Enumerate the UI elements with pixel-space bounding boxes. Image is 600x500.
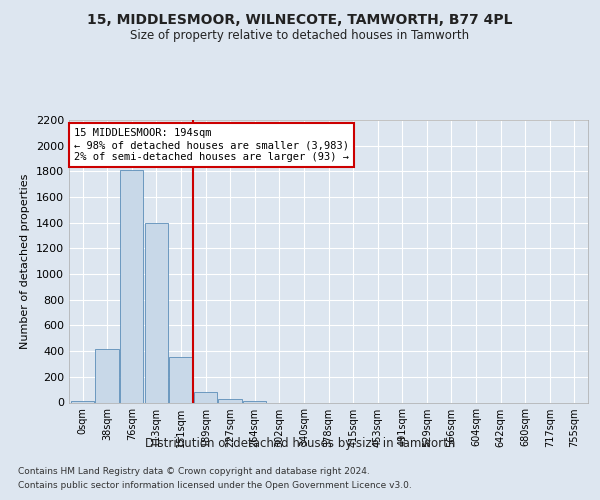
Text: Distribution of detached houses by size in Tamworth: Distribution of detached houses by size … xyxy=(145,438,455,450)
Text: 15, MIDDLESMOOR, WILNECOTE, TAMWORTH, B77 4PL: 15, MIDDLESMOOR, WILNECOTE, TAMWORTH, B7… xyxy=(87,12,513,26)
Bar xyxy=(95,348,119,403)
Bar xyxy=(145,222,168,402)
Y-axis label: Number of detached properties: Number of detached properties xyxy=(20,174,31,349)
Bar xyxy=(218,400,242,402)
Bar xyxy=(120,170,143,402)
Bar xyxy=(169,357,193,403)
Text: Contains public sector information licensed under the Open Government Licence v3: Contains public sector information licen… xyxy=(18,481,412,490)
Text: 15 MIDDLESMOOR: 194sqm
← 98% of detached houses are smaller (3,983)
2% of semi-d: 15 MIDDLESMOOR: 194sqm ← 98% of detached… xyxy=(74,128,349,162)
Text: Size of property relative to detached houses in Tamworth: Size of property relative to detached ho… xyxy=(130,29,470,42)
Text: Contains HM Land Registry data © Crown copyright and database right 2024.: Contains HM Land Registry data © Crown c… xyxy=(18,468,370,476)
Bar xyxy=(243,400,266,402)
Bar xyxy=(194,392,217,402)
Bar xyxy=(71,400,94,402)
